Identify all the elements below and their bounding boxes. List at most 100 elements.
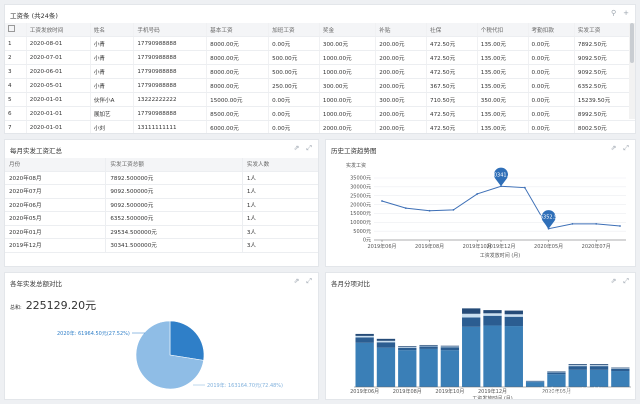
table-cell: 1 [5,36,27,51]
x-tick-label: 2020年05月 [542,388,571,395]
table-row[interactable]: 1 2020-08-01 小青 17790988888 8000.00元 0.00元 300… [5,36,635,51]
bar-segment [568,369,587,387]
table-row[interactable]: 2 2020-07-01 小青 17790988888 8000.00元 500.00元 1… [5,50,635,65]
pie-slice [169,320,205,361]
table-cell: 300.00元 [375,92,428,107]
bar-segment [611,371,630,387]
column-header[interactable]: 社保 [426,23,478,37]
bar-segment [504,326,523,387]
data-point [595,222,598,225]
table-cell: 472.50元 [426,36,478,51]
table-cell: 29534.500000元 [105,225,243,239]
column-header[interactable]: 奖金 [319,23,377,37]
y-tick-label: 15000元 [350,211,371,217]
table-cell: 135.00元 [477,50,529,65]
y-tick-label: 10000元 [350,220,371,226]
table-cell: 367.50元 [426,78,478,93]
table-row[interactable]: 2020年06月 9092.500000元 1人 [5,198,318,212]
data-point [404,207,407,210]
table-row[interactable]: 2020年07月 9092.500000元 1人 [5,184,318,199]
table-cell: 0.00元 [528,92,575,107]
column-header[interactable]: 手机号码 [133,23,208,37]
table-cell: 4 [5,78,27,93]
search-icon[interactable]: ⚲ [610,9,617,17]
bar-segment [568,365,587,367]
column-header[interactable]: 姓名 [90,23,135,37]
table-cell: 8992.50元 [574,106,635,121]
table-cell: 500.00元 [268,64,320,79]
table-cell: 135.00元 [477,36,529,51]
column-header[interactable]: 工资发放时间 [26,23,91,37]
bar-segment [419,344,438,346]
marker-pin [541,210,556,229]
column-header[interactable] [5,23,27,37]
table-cell: 15239.50元 [574,92,635,107]
fullscreen-icon[interactable]: ⤢ [306,277,312,285]
table-row[interactable]: 4 2020-05-01 小青 17790988888 8000.00元 250.00元 3… [5,78,635,93]
table-cell: 6000.00元 [206,120,270,133]
bar-segment [568,366,587,370]
fullscreen-icon[interactable]: ⤢ [306,144,312,152]
column-header[interactable]: 补贴 [375,23,428,37]
fullscreen-icon[interactable]: ⤢ [623,277,629,285]
export-icon[interactable]: ⇗ [293,144,300,152]
table-row[interactable]: 2020年05月 6352.500000元 1人 [5,211,318,226]
table-cell: 小青 [90,64,135,79]
add-icon[interactable]: + [623,9,629,17]
column-header[interactable]: 基本工资 [206,23,270,37]
table-row[interactable]: 3 2020-06-01 小青 17790988888 8000.00元 500.00元 1… [5,64,635,79]
x-tick-label: 2019年10月 [463,243,492,250]
data-point [452,208,455,211]
panel-title: 每月实发工资汇总 [10,147,62,155]
table-header: 月份 实发工资总额 实发人数 [5,158,318,172]
panel-title: 各年实发总额对比 [10,280,62,288]
x-tick-label: 2019年12月 [478,388,507,395]
table-cell: 9092.50元 [574,64,635,79]
table-row[interactable]: 2019年12月 30341.500000元 3人 [5,238,318,253]
marker-pin [494,167,508,187]
table-cell: 0.00元 [268,120,320,133]
fullscreen-icon[interactable]: ⤢ [623,144,629,152]
table-row[interactable]: 2020年01月 29534.500000元 3人 [5,225,318,239]
table-cell: 小青 [90,50,135,65]
table-cell: 350.00元 [477,92,529,107]
table-cell: 2020年06月 [5,198,107,212]
table-row[interactable]: 5 2020-01-01 伙伴小A 13222222222 15000.00元 0.00元… [5,92,635,107]
legend-label: 实发工资 [346,162,366,169]
monthly-items-panel: 各月分项对比 ⇗ ⤢ 2019年06月 2019年08月 2019年10月 2019年… [325,272,636,400]
column-header[interactable]: 实发工资 [574,23,635,37]
table-row[interactable]: 6 2020-01-01 展加艺 17790988888 8500.00元 0.00元 10… [5,106,635,121]
y-tick-label: 20000元 [350,202,371,208]
table-cell: 8000.00元 [206,50,270,65]
x-tick-label: 2020年05月 [534,243,563,250]
table-cell: 1000.00元 [319,92,377,107]
table-row[interactable]: 2020年08月 7892.500000元 1人 [5,171,318,185]
scrollbar[interactable] [629,23,635,119]
column-header[interactable]: 实发工资总额 [105,158,243,172]
column-header[interactable]: 考勤扣款 [528,23,575,37]
salary-slips-panel: 工资条 (共24条) ⚲ + 工资发放时间 姓名 手机号码 基本工资 加班工资 奖金 补贴社… [4,4,636,134]
table-cell: 1人 [242,198,318,212]
column-header[interactable]: 实发人数 [242,158,318,172]
table-cell: 8500.00元 [206,106,270,121]
export-icon[interactable]: ⇗ [293,277,300,285]
export-icon[interactable]: ⇗ [610,144,617,152]
bar-segment [376,340,396,343]
table-row[interactable]: 7 2020-01-01 小刘 13111111111 6000.00元 0.00元 200… [5,120,635,133]
table-cell: 0.00元 [268,106,320,121]
bar-segment [398,350,417,387]
export-icon[interactable]: ⇗ [610,277,617,285]
table-cell: 9092.50元 [574,50,635,65]
table-header: 工资发放时间 姓名 手机号码 基本工资 加班工资 奖金 补贴 社保 个税代扣 考勤扣款 实发工资 [5,23,635,37]
table-cell: 0.00元 [528,106,575,121]
column-header[interactable]: 个税代扣 [477,23,529,37]
select-all-checkbox[interactable] [8,25,15,32]
bar-segment [611,368,630,372]
x-axis-label: 工资发放时间 (月) [480,252,521,259]
column-header[interactable]: 加班工资 [268,23,320,37]
table-cell: 2000.00元 [319,120,377,133]
x-tick-label: 2019年12月 [486,243,515,250]
table-cell: 17790988888 [133,106,208,121]
bar-segment [355,333,374,336]
column-header[interactable]: 月份 [5,158,107,172]
